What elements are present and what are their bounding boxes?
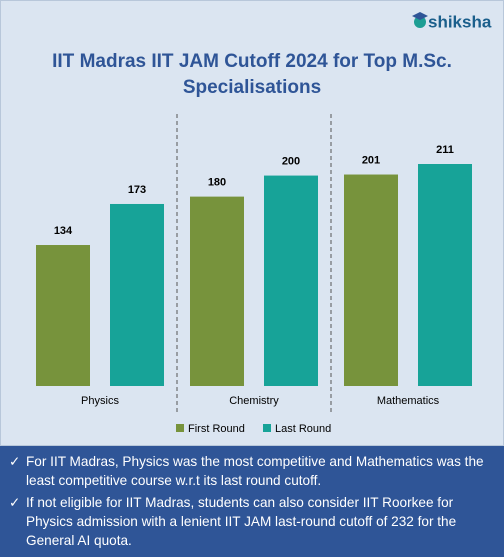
notes: For IIT Madras, Physics was the most com… xyxy=(0,446,504,557)
chart: shiksha IIT Madras IIT JAM Cutoff 2024 f… xyxy=(0,0,504,446)
bar xyxy=(344,174,398,386)
note: If not eligible for IIT Madras, students… xyxy=(9,493,494,550)
chart-title: IIT Madras IIT JAM Cutoff 2024 for Top M… xyxy=(52,51,452,72)
legend-swatch xyxy=(263,424,271,432)
bar xyxy=(264,175,318,386)
bar xyxy=(190,196,244,386)
chart-title: Specialisations xyxy=(183,77,321,98)
data-label: 134 xyxy=(54,225,73,237)
data-label: 173 xyxy=(128,184,146,196)
data-label: 180 xyxy=(208,177,226,189)
logo-text: shiksha xyxy=(428,12,492,31)
note: For IIT Madras, Physics was the most com… xyxy=(9,452,494,490)
legend-label: Last Round xyxy=(275,423,331,435)
x-tick-label: Physics xyxy=(81,395,119,407)
x-tick-label: Chemistry xyxy=(229,395,279,407)
logo: shiksha xyxy=(412,12,492,31)
bar xyxy=(418,164,472,386)
data-label: 201 xyxy=(362,154,380,166)
bar xyxy=(110,203,164,386)
bar xyxy=(36,245,90,386)
data-label: 200 xyxy=(282,155,300,167)
legend-swatch xyxy=(176,424,184,432)
legend-label: First Round xyxy=(188,423,245,435)
data-label: 211 xyxy=(436,144,454,156)
x-tick-label: Mathematics xyxy=(377,395,440,407)
